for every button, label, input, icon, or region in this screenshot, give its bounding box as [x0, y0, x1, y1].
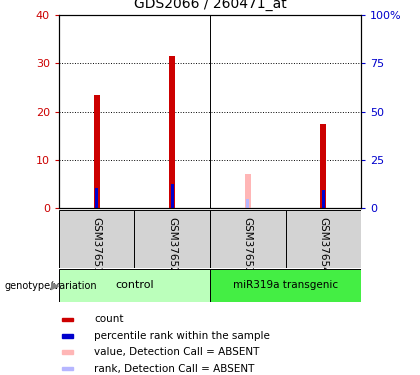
Title: GDS2066 / 260471_at: GDS2066 / 260471_at	[134, 0, 286, 11]
Bar	[286, 210, 361, 268]
Bar	[134, 210, 210, 268]
Bar	[322, 190, 325, 208]
Text: GSM37651: GSM37651	[92, 217, 102, 274]
Text: rank, Detection Call = ABSENT: rank, Detection Call = ABSENT	[94, 363, 255, 374]
Bar	[245, 174, 251, 208]
Text: value, Detection Call = ABSENT: value, Detection Call = ABSENT	[94, 347, 260, 357]
Bar	[246, 200, 249, 208]
Bar	[59, 210, 134, 268]
Text: GSM37653: GSM37653	[243, 217, 253, 274]
Bar	[210, 210, 286, 268]
Text: GSM37654: GSM37654	[318, 217, 328, 274]
Text: count: count	[94, 314, 123, 324]
Text: genotype/variation: genotype/variation	[4, 281, 97, 291]
Bar	[59, 269, 210, 302]
Text: miR319a transgenic: miR319a transgenic	[233, 280, 338, 290]
Text: control: control	[115, 280, 154, 290]
Text: GSM37652: GSM37652	[167, 217, 177, 274]
Bar	[169, 56, 175, 208]
Bar	[210, 269, 361, 302]
Bar	[62, 318, 73, 321]
Bar	[95, 188, 98, 208]
Bar	[62, 367, 73, 370]
Bar	[171, 184, 174, 208]
Bar	[62, 334, 73, 338]
Bar	[94, 94, 100, 208]
Text: ▶: ▶	[51, 281, 60, 291]
Text: percentile rank within the sample: percentile rank within the sample	[94, 331, 270, 341]
Bar	[320, 124, 326, 208]
Bar	[62, 350, 73, 354]
